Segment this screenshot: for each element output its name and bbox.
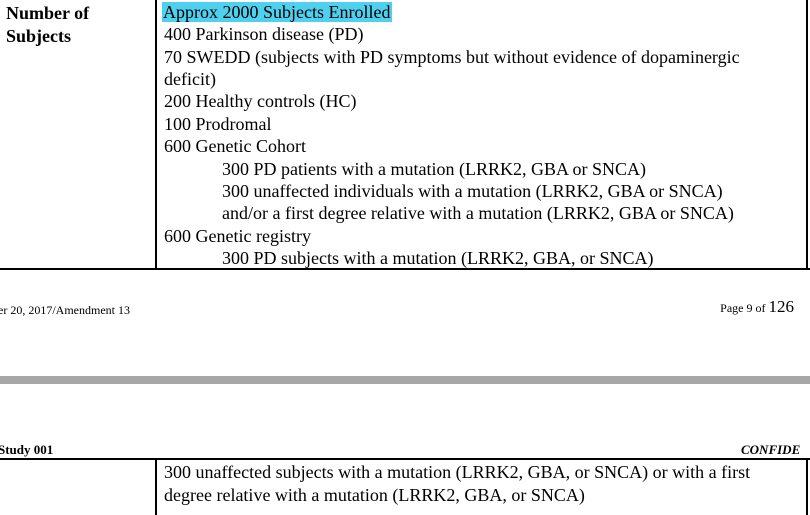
- continued-line: degree relative with a mutation (LRRK2, …: [164, 485, 585, 505]
- genetic-cohort-item: 300 unaffected individuals with a mutati…: [222, 181, 723, 201]
- registry-line: 600 Genetic registry: [164, 226, 311, 246]
- cohort-line: 400 Parkinson disease (PD): [164, 24, 364, 44]
- page-separator: [0, 376, 810, 384]
- page-total: 126: [768, 297, 795, 316]
- header-rule: [0, 458, 810, 460]
- cohort-line: 70 SWEDD (subjects with PD symptoms but …: [164, 47, 740, 67]
- page-prefix: Page 9 of: [720, 301, 766, 315]
- table-divider-vertical: [155, 0, 157, 270]
- highlighted-text: Approx 2000 Subjects Enrolled: [162, 2, 393, 22]
- page-number: Page 9 of 126: [720, 297, 795, 316]
- running-header-right: CONFIDE: [741, 442, 801, 457]
- genetic-cohort-item: and/or a first degree relative with a mu…: [222, 203, 734, 223]
- table-bottom-border: [0, 268, 810, 270]
- genetic-cohort-item: 300 PD patients with a mutation (LRRK2, …: [222, 159, 646, 179]
- footer-date: er 20, 2017/Amendment 13: [0, 303, 130, 317]
- row-label-line-1: Number of: [6, 3, 90, 23]
- running-header-left: Study 001: [0, 442, 54, 457]
- continued-line: 300 unaffected subjects with a mutation …: [164, 462, 751, 482]
- cohort-line: 200 Healthy controls (HC): [164, 91, 357, 111]
- table-right-border: [806, 458, 808, 515]
- row-label-line-2: Subjects: [6, 26, 72, 46]
- registry-item: 300 PD subjects with a mutation (LRRK2, …: [222, 248, 654, 268]
- cohort-line: 100 Prodromal: [164, 114, 272, 134]
- enrollment-total: Approx 2000 Subjects Enrolled: [162, 1, 393, 23]
- table-right-border: [806, 0, 808, 270]
- table-divider-vertical: [155, 458, 157, 515]
- cohort-line: 600 Genetic Cohort: [164, 136, 306, 156]
- cohort-line: deficit): [164, 69, 216, 89]
